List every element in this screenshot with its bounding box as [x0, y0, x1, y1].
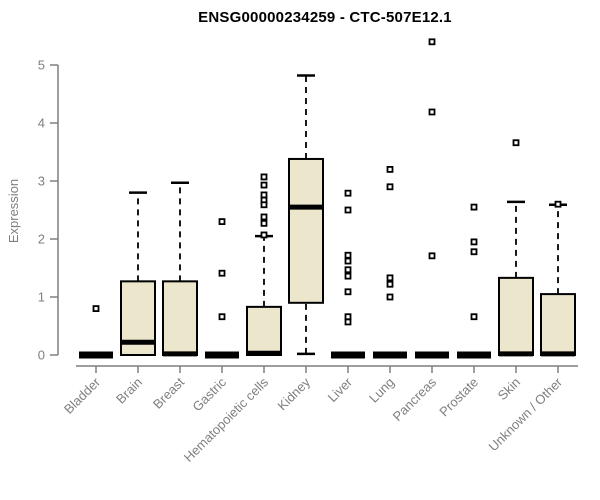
outlier-point: [386, 280, 394, 288]
outlier-point: [260, 191, 268, 199]
x-tick-label-breast: Breast: [150, 374, 187, 411]
outlier-point: [344, 318, 352, 326]
iqr-box: [288, 157, 324, 304]
x-tick-label-unknown-other: Unknown / Other: [486, 374, 566, 454]
outlier-point: [218, 313, 226, 321]
outlier-point: [344, 272, 352, 280]
outlier-point: [260, 231, 268, 239]
y-tick-label: 1: [38, 290, 45, 305]
box-bladder: [79, 305, 113, 359]
box-lung: [373, 165, 407, 359]
y-axis: 0 1 2 3 4 5: [38, 58, 59, 363]
outlier-point: [386, 165, 394, 173]
outlier-point: [428, 108, 436, 116]
outlier-point: [470, 203, 478, 211]
outlier-point: [428, 252, 436, 260]
collapsed-box: [331, 351, 365, 359]
outlier-point: [386, 293, 394, 301]
box-unknown-other: [540, 200, 576, 357]
outlier-point: [260, 213, 268, 221]
box-liver: [331, 189, 365, 359]
outlier-point: [512, 139, 520, 147]
outlier-point: [386, 274, 394, 282]
outlier-point: [260, 201, 268, 209]
iqr-box: [246, 305, 282, 356]
outlier-point: [92, 305, 100, 313]
collapsed-box: [205, 351, 239, 359]
outlier-point: [554, 200, 562, 208]
iqr-box: [540, 293, 576, 357]
collapsed-box: [457, 351, 491, 359]
x-tick-label-brain: Brain: [113, 375, 145, 407]
box-gastric: [205, 218, 239, 359]
y-tick-label: 0: [38, 348, 45, 363]
outlier-point: [218, 218, 226, 226]
outlier-point: [260, 173, 268, 181]
y-tick-label: 4: [38, 116, 45, 131]
outlier-point: [428, 38, 436, 46]
outlier-point: [470, 238, 478, 246]
collapsed-box: [415, 351, 449, 359]
box-prostate: [457, 203, 491, 359]
outlier-point: [344, 251, 352, 259]
box-brain: [120, 191, 156, 356]
outlier-point: [260, 219, 268, 227]
x-tick-label-gastric: Gastric: [189, 374, 229, 414]
box-pancreas: [415, 38, 449, 359]
iqr-box: [498, 276, 534, 356]
collapsed-box: [79, 351, 113, 359]
outlier-point: [344, 288, 352, 296]
outlier-point: [470, 313, 478, 321]
box-breast: [162, 181, 198, 357]
x-tick-label-bladder: Bladder: [61, 374, 104, 417]
box-hematopoietic-cells: [246, 173, 282, 356]
y-tick-label: 2: [38, 232, 45, 247]
outlier-point: [344, 313, 352, 321]
x-tick-label-liver: Liver: [325, 374, 356, 405]
box-kidney: [288, 74, 324, 356]
outlier-point: [218, 269, 226, 277]
outlier-point: [386, 183, 394, 191]
outlier-point: [344, 189, 352, 197]
outlier-point: [344, 266, 352, 274]
y-tick-label: 3: [38, 174, 45, 189]
box-skin: [498, 139, 534, 357]
collapsed-box: [373, 351, 407, 359]
y-tick-label: 5: [38, 58, 45, 73]
x-tick-label-pancreas: Pancreas: [390, 374, 440, 424]
outlier-point: [260, 181, 268, 189]
outlier-point: [344, 257, 352, 265]
x-tick-label-kidney: Kidney: [274, 374, 313, 413]
outlier-point: [344, 206, 352, 214]
x-tick-label-lung: Lung: [366, 375, 397, 406]
outlier-point: [470, 248, 478, 256]
x-tick-label-skin: Skin: [495, 375, 523, 403]
chart-title: ENSG00000234259 - CTC-507E12.1: [198, 9, 452, 26]
iqr-box: [162, 280, 198, 356]
x-tick-label-prostate: Prostate: [436, 375, 481, 420]
